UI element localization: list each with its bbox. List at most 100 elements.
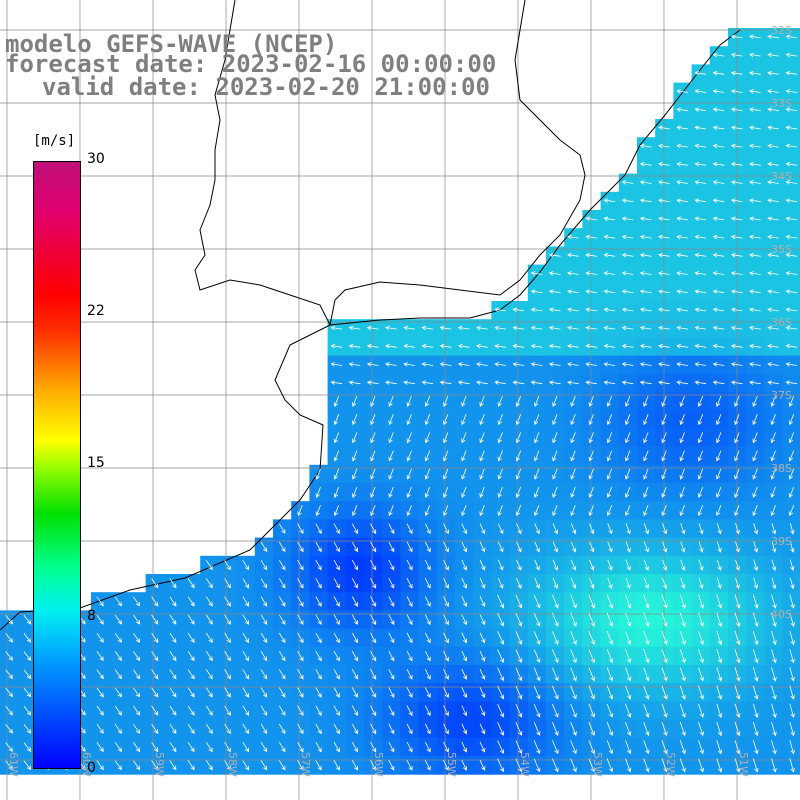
wind-arrow — [679, 649, 686, 664]
wind-arrow — [753, 523, 759, 535]
wind-arrow — [388, 450, 394, 462]
wind-arrow — [278, 760, 286, 771]
latitude-label: 32S — [771, 24, 792, 37]
wind-arrow — [585, 362, 597, 367]
wind-arrow — [351, 578, 358, 589]
longitude-labels: 61W 60W 59W 58W 57W 56W 55W 54W 53W 52W 51W — [7, 752, 750, 777]
wind-arrow — [515, 758, 523, 773]
wind-arrow — [23, 687, 32, 698]
wind-arrow — [676, 289, 688, 294]
wind-arrow — [205, 742, 213, 753]
wind-arrow — [205, 578, 213, 589]
wind-arrow — [676, 161, 688, 167]
wind-arrow — [694, 216, 707, 222]
wind-arrow — [679, 721, 686, 737]
wind-arrow — [767, 362, 779, 367]
wind-arrow — [151, 651, 159, 662]
wind-arrow — [697, 450, 704, 462]
wind-arrow — [515, 486, 522, 498]
wind-arrow — [712, 107, 725, 112]
wind-arrow — [694, 234, 707, 240]
wind-arrow — [333, 723, 340, 735]
wind-arrow — [588, 468, 594, 480]
wind-arrow — [789, 523, 795, 535]
wind-arrow — [388, 486, 394, 498]
wind-arrow — [461, 505, 467, 517]
wind-arrow — [315, 523, 322, 535]
wind-cell — [782, 719, 800, 739]
wind-arrow — [643, 432, 649, 444]
wind-arrow — [730, 125, 743, 131]
wind-arrow — [552, 649, 559, 664]
wind-arrow — [676, 343, 688, 349]
wind-arrow — [676, 198, 688, 203]
wind-arrow — [96, 669, 104, 680]
wind-arrow — [461, 687, 468, 699]
wind-arrow — [662, 559, 668, 571]
wind-arrow — [351, 723, 358, 735]
wind-arrow — [588, 612, 595, 627]
wind-arrow — [767, 289, 779, 294]
wind-arrow — [366, 362, 379, 367]
wind-arrow — [443, 541, 449, 553]
wind-arrow — [770, 486, 776, 498]
wind-cell — [782, 646, 800, 666]
wind-arrow — [406, 432, 412, 444]
wind-arrow — [23, 742, 32, 752]
wind-arrow — [694, 362, 707, 367]
wind-arrow — [771, 541, 777, 553]
wind-arrow — [352, 468, 358, 480]
wind-arrow — [169, 760, 177, 771]
wind-arrow — [658, 216, 670, 222]
wind-arrow — [406, 486, 412, 498]
wind-arrow — [676, 216, 688, 222]
wind-arrow — [658, 362, 670, 367]
wind-arrow — [534, 577, 540, 589]
wind-arrow — [606, 631, 614, 645]
wind-arrow — [515, 722, 523, 736]
wind-arrow — [169, 632, 177, 644]
wind-arrow — [424, 723, 431, 735]
wind-arrow — [676, 125, 688, 131]
wind-arrow — [621, 380, 634, 385]
wind-arrow — [698, 630, 704, 646]
wind-arrow — [533, 612, 541, 627]
wind-arrow — [315, 687, 322, 698]
wind-arrow — [388, 632, 395, 644]
wind-arrow — [533, 631, 541, 645]
wind-arrow — [730, 89, 743, 94]
wind-arrow — [516, 559, 522, 571]
wind-arrow — [698, 577, 704, 590]
wind-arrow — [730, 161, 743, 167]
wind-arrow — [680, 577, 686, 590]
wind-arrow — [621, 325, 634, 331]
wind-arrow — [278, 578, 286, 589]
wind-arrow — [789, 740, 795, 755]
wind-arrow — [603, 362, 616, 367]
wind-arrow — [461, 759, 468, 771]
wind-arrow — [679, 630, 686, 646]
wind-arrow — [712, 198, 725, 203]
wind-arrow — [476, 343, 488, 349]
wind-arrow — [443, 705, 449, 717]
wind-arrow — [679, 758, 686, 773]
wind-cell — [782, 628, 800, 648]
wind-arrow — [752, 649, 759, 664]
wind-arrow — [661, 721, 668, 737]
wind-arrow — [694, 289, 707, 294]
wind-arrow — [771, 523, 777, 535]
wind-arrow — [676, 325, 688, 331]
wind-arrow — [752, 505, 758, 517]
wind-arrow — [603, 343, 616, 349]
wind-arrow — [96, 632, 104, 643]
wind-arrow — [679, 486, 685, 498]
wind-arrow — [497, 685, 505, 700]
wind-arrow — [114, 723, 122, 734]
wind-arrow — [625, 505, 631, 517]
wind-arrow — [406, 468, 412, 480]
wind-arrow — [730, 107, 743, 112]
wind-arrow — [730, 307, 743, 313]
wind-arrow — [734, 486, 740, 498]
wind-arrow — [315, 741, 322, 753]
wind-arrow — [5, 614, 14, 625]
